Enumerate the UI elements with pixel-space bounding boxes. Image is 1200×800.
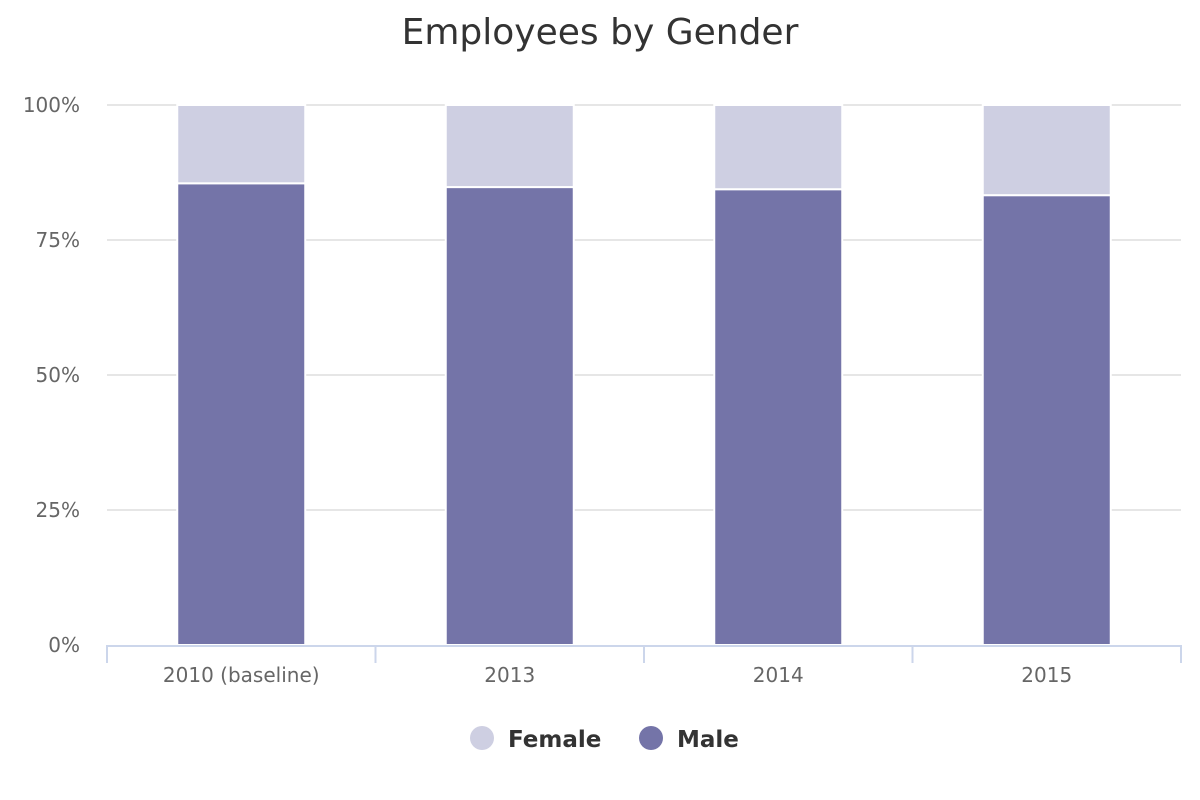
y-axis: 0% 25% 50% 75% 100% [23,93,80,657]
legend-item-male[interactable]: Male [639,726,739,753]
bar-female-1[interactable] [444,104,575,189]
bar-female-3[interactable] [981,104,1112,197]
y-tick-label: 100% [23,93,80,117]
x-tick-label: 2014 [753,663,804,687]
bar-male-0[interactable] [176,182,307,647]
x-axis: 2010 (baseline) 2013 2014 2015 [106,645,1182,687]
legend-label: Female [508,727,601,753]
legend-item-female[interactable]: Female [470,726,601,753]
y-tick-label: 0% [48,633,80,657]
y-tick-label: 75% [36,228,80,252]
x-tick-label: 2013 [484,663,535,687]
legend-symbol [470,726,494,750]
x-tick-label: 2010 (baseline) [163,663,320,687]
bar-male-3[interactable] [981,194,1112,646]
legend[interactable]: Female Male [470,726,739,753]
legend-symbol [639,726,663,750]
bars [176,104,1112,647]
bar-male-2[interactable] [713,188,844,647]
bar-female-2[interactable] [713,104,844,191]
y-tick-label: 50% [36,363,80,387]
x-tick-label: 2015 [1021,663,1072,687]
y-tick-label: 25% [36,498,80,522]
legend-label: Male [677,727,739,753]
bar-male-1[interactable] [444,186,575,647]
bar-female-0[interactable] [176,104,307,185]
chart-title: Employees by Gender [401,12,799,53]
